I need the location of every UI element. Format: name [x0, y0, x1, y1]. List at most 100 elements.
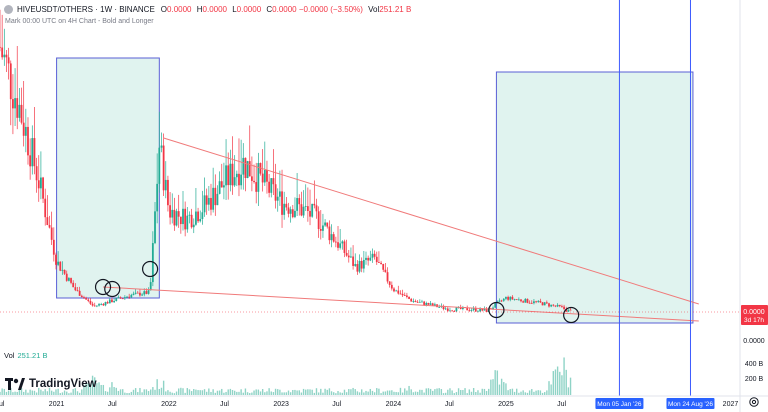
candle-body — [59, 261, 62, 271]
volume-bar — [365, 390, 367, 395]
settings-icon[interactable] — [748, 396, 760, 408]
candle-body — [268, 181, 271, 193]
candle-body — [306, 206, 309, 211]
candle-body — [218, 181, 221, 194]
volume-bar — [393, 391, 395, 395]
volume-bar — [494, 370, 496, 395]
volume-bar — [197, 390, 199, 395]
candle-body — [302, 206, 305, 216]
time-axis-label: Jul — [332, 401, 341, 408]
volume-bar — [132, 389, 135, 395]
candle-body — [468, 310, 471, 312]
volume-bar — [488, 388, 490, 395]
symbol-title[interactable]: HIVEUSDT/OTHERS · 1W · BINANCE — [17, 5, 155, 14]
candle-body — [52, 239, 55, 255]
tradingview-logo[interactable]: TradingView — [5, 378, 97, 390]
volume-bar — [533, 391, 535, 395]
candle-body — [541, 302, 544, 306]
volume-bar — [203, 389, 206, 395]
candle-body — [93, 305, 96, 307]
volume-bar — [345, 392, 348, 395]
candle-body — [85, 298, 88, 300]
candle-body — [29, 155, 32, 167]
time-axis-label: 2024 — [386, 401, 402, 408]
candle-body — [535, 301, 537, 303]
candle-body — [130, 294, 133, 298]
volume-bar — [18, 389, 21, 395]
volume-bar — [25, 389, 27, 395]
volume-bar — [81, 389, 83, 395]
candle-body — [326, 222, 329, 227]
candle-body — [408, 296, 410, 299]
volume-bar — [567, 387, 570, 395]
volume-bar — [3, 388, 6, 395]
candle-body — [257, 163, 260, 192]
candle-body — [309, 210, 311, 217]
pivot-circle-marker — [94, 278, 112, 296]
candle-body — [212, 187, 215, 210]
candle-body — [48, 225, 51, 228]
time-axis-label: Jul — [0, 401, 5, 408]
candle-body — [294, 210, 296, 218]
volume-bar — [145, 389, 148, 395]
volume-bar — [447, 389, 449, 395]
candle-body — [40, 177, 42, 189]
volume-bar — [423, 392, 425, 395]
candle-body — [337, 242, 339, 248]
candle-body — [171, 209, 174, 218]
candle-body — [558, 304, 561, 307]
ohlc-high-value: 0.0000 — [202, 5, 227, 14]
candle-body — [141, 294, 143, 296]
volume-bar — [416, 391, 419, 395]
time-axis-label: 2022 — [161, 401, 177, 408]
volume-bar — [348, 389, 350, 395]
candle-body — [240, 174, 243, 186]
candle-body — [315, 205, 318, 212]
candle-body — [554, 305, 557, 307]
volume-bar — [40, 389, 42, 395]
volume-bar — [244, 388, 247, 395]
candle-body — [216, 193, 219, 206]
candle-body — [371, 253, 374, 258]
candle-body — [511, 296, 514, 300]
candle-body — [145, 291, 148, 294]
candle-body — [446, 308, 449, 311]
volume-bar — [391, 390, 393, 395]
candle-body — [199, 218, 202, 222]
candle-body — [186, 215, 189, 230]
volume-bar — [511, 388, 514, 395]
trendline — [103, 286, 699, 322]
volume-bar — [210, 391, 212, 395]
candle-body — [276, 196, 279, 201]
symbol-legend[interactable]: HIVEUSDT/OTHERS · 1W · BINANCE O0.0000 H… — [4, 5, 414, 14]
candle-body — [569, 309, 572, 311]
volume-bar — [169, 391, 171, 395]
volume-bar — [388, 390, 391, 395]
volume-bar — [249, 393, 251, 395]
volume-bar — [399, 387, 402, 395]
ohlc-open-key: O — [160, 5, 168, 14]
volume-bar — [115, 387, 117, 395]
candle-body — [438, 306, 441, 308]
volume-bar — [537, 390, 539, 395]
candle-body — [3, 54, 6, 58]
candle-body — [451, 310, 454, 312]
candle-body — [87, 299, 90, 301]
candle-body — [358, 260, 361, 272]
candle-body — [429, 303, 432, 305]
candle-body — [225, 165, 227, 186]
candle-body — [388, 281, 391, 285]
candle-body — [278, 191, 281, 197]
candle-body — [444, 308, 447, 310]
indicator-legend[interactable]: Mark 00:00 UTC on 4H Chart - Bold and Lo… — [5, 18, 154, 25]
volume-bar — [531, 389, 533, 395]
time-axis-label: 2023 — [273, 401, 289, 408]
volume-bar — [154, 389, 156, 395]
volume-bar — [199, 390, 201, 395]
candle-body — [352, 256, 354, 266]
volume-bar — [173, 393, 176, 395]
volume-bar — [128, 393, 130, 395]
current-price-badge — [741, 305, 768, 325]
volume-legend[interactable]: Vol 251.21 B — [4, 351, 47, 360]
